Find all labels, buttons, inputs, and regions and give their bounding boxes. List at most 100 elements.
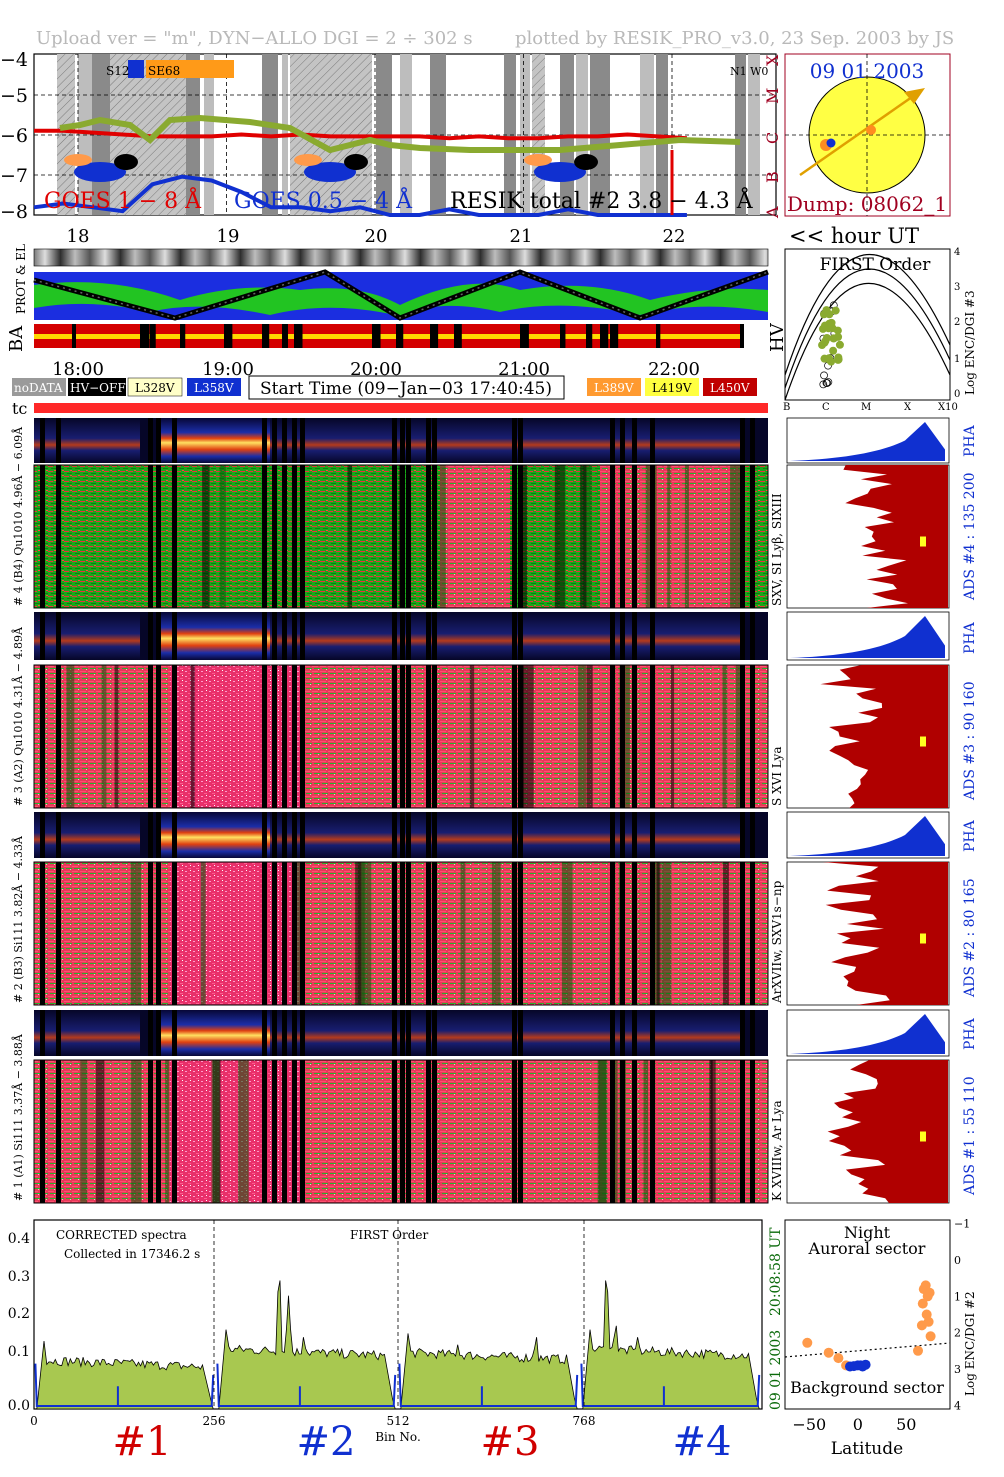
data-gap (518, 665, 523, 808)
data-gap (392, 665, 397, 808)
hour-tick: 19 (217, 226, 240, 247)
spectrogram-column (684, 465, 689, 608)
data-gap (56, 665, 61, 808)
ads-label: ADS #3 : 90 160 (962, 681, 978, 801)
hour-tick: 21 (510, 226, 533, 247)
data-gap (282, 862, 287, 1005)
data-gap (632, 465, 637, 608)
channel-1-panel: # 1 (A1) Si111 3.37Å − 3.88Å K XVIIIw, Ar… (11, 1009, 978, 1204)
channel-side-label: # 2 (B3) Si111 3.82Å − 4.33Å (11, 835, 25, 1003)
data-gap (518, 465, 523, 608)
observation-point (826, 319, 835, 328)
spectrogram-column (101, 665, 107, 808)
data-gap (406, 1010, 411, 1056)
spectrogram-segment (440, 465, 510, 608)
telemetry-gap-band (520, 54, 530, 215)
pha-histogram (790, 1014, 945, 1054)
hv-label: HV (767, 322, 788, 352)
header-right: plotted by RESIK_PRO_v3.0, 23 Sep. 2003 … (515, 28, 954, 49)
spectra-order: FIRST Order (350, 1228, 428, 1242)
data-gap (432, 665, 437, 808)
data-gap (750, 418, 755, 463)
data-gap (156, 1010, 161, 1056)
data-gap (148, 465, 153, 608)
observation-point (820, 354, 829, 363)
data-gap (156, 418, 161, 463)
data-gap (406, 612, 411, 660)
data-gap (512, 665, 517, 808)
data-gap (40, 465, 45, 608)
aurora-title-2: Auroral sector (808, 1239, 926, 1258)
pha-label: PHA (962, 1017, 978, 1050)
class-label: A (763, 206, 782, 219)
data-gap (406, 862, 411, 1005)
data-gap (262, 418, 267, 463)
data-gap (156, 465, 161, 608)
spectrogram-column (80, 1060, 88, 1203)
data-gap (262, 862, 267, 1005)
pha-bright-band (160, 812, 270, 858)
data-gap (750, 862, 755, 1005)
data-gap (56, 812, 61, 858)
data-gap (400, 862, 405, 1005)
y-tick: 1 (954, 354, 960, 365)
pha-band (270, 812, 740, 858)
data-gap (632, 1060, 637, 1203)
spectrogram-frame (33, 861, 769, 1006)
hv-off-segment (396, 324, 404, 348)
x-tick: M (861, 402, 871, 413)
data-gap (392, 465, 397, 608)
ads-histogram (822, 862, 948, 1005)
data-gap (512, 1010, 517, 1056)
data-gap (620, 418, 625, 463)
hv-off-segment (656, 324, 661, 348)
data-gap (620, 812, 625, 858)
hour-tick: 21:00 (498, 359, 550, 380)
data-gap (292, 665, 297, 808)
data-gap (282, 612, 287, 660)
data-gap (272, 812, 277, 858)
x-tick: B (783, 402, 790, 413)
data-gap (300, 612, 305, 660)
dip-cluster (344, 154, 368, 170)
telemetry-gap-band (430, 54, 446, 215)
spectrogram-column (612, 1060, 618, 1203)
ads-marker (920, 933, 926, 944)
data-gap (610, 812, 615, 858)
aurora-title-1: Night (844, 1223, 891, 1242)
data-gap (620, 1060, 625, 1203)
hv-off-segment (454, 324, 462, 348)
pha-bright-band (160, 1010, 270, 1056)
data-gap (172, 1060, 177, 1203)
ads-marker (920, 1131, 926, 1142)
spectrogram-column (730, 465, 742, 608)
spectrogram-segment (440, 1060, 510, 1203)
hour-axis-bottom: 18:00 19:00 20:00 21:00 22:00 (52, 359, 700, 380)
pha-label: PHA (962, 621, 978, 654)
data-gap (148, 418, 153, 463)
ads-label: ADS #1 : 55 110 (962, 1076, 978, 1196)
prot-el-label: PROT & EL (14, 244, 28, 314)
data-gap (432, 465, 437, 608)
data-gap (400, 812, 405, 858)
y-tick: 0 (954, 1254, 961, 1267)
x-tick: 0 (853, 1415, 863, 1434)
hv-off-segment (150, 324, 156, 348)
data-gap (392, 612, 397, 660)
data-gap (406, 812, 411, 858)
dip-cluster (304, 162, 356, 182)
aurora-point (833, 1353, 844, 1364)
data-gap (650, 1060, 655, 1203)
spectrogram-column (723, 862, 729, 1005)
x-axis-label: Bin No. (375, 1430, 421, 1444)
x-tick: 768 (573, 1414, 596, 1428)
spectrogram-column (190, 665, 195, 808)
data-gap (610, 465, 615, 608)
x-tick: 512 (387, 1414, 410, 1428)
hour-tick: 18:00 (52, 359, 104, 380)
data-gap (292, 812, 297, 858)
data-gap (400, 612, 405, 660)
data-gap (632, 612, 637, 660)
hv-off-segment (72, 324, 77, 348)
corner-label: N1 W0 (730, 65, 768, 78)
